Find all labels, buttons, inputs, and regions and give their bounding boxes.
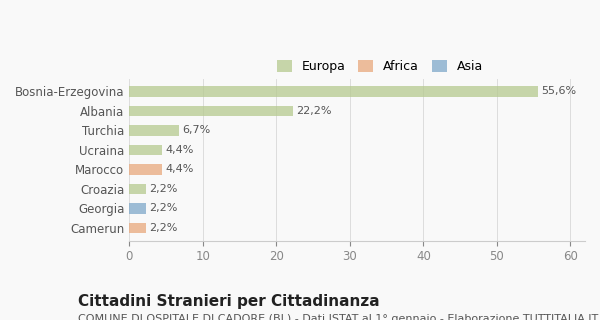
- Bar: [130, 86, 538, 97]
- Bar: [130, 223, 146, 233]
- Text: 2,2%: 2,2%: [149, 223, 178, 233]
- Text: 2,2%: 2,2%: [149, 184, 178, 194]
- Text: Cittadini Stranieri per Cittadinanza: Cittadini Stranieri per Cittadinanza: [78, 294, 380, 309]
- Bar: [130, 203, 146, 214]
- Bar: [130, 164, 161, 175]
- Text: COMUNE DI OSPITALE DI CADORE (BL) - Dati ISTAT al 1° gennaio - Elaborazione TUTT: COMUNE DI OSPITALE DI CADORE (BL) - Dati…: [78, 314, 598, 320]
- Text: 55,6%: 55,6%: [542, 86, 577, 96]
- Text: 2,2%: 2,2%: [149, 204, 178, 213]
- Text: 4,4%: 4,4%: [166, 145, 194, 155]
- Text: 4,4%: 4,4%: [166, 164, 194, 174]
- Bar: [130, 184, 146, 194]
- Bar: [130, 125, 179, 136]
- Text: 22,2%: 22,2%: [296, 106, 332, 116]
- Text: 6,7%: 6,7%: [182, 125, 211, 135]
- Bar: [130, 106, 293, 116]
- Legend: Europa, Africa, Asia: Europa, Africa, Asia: [273, 56, 487, 77]
- Bar: [130, 145, 161, 155]
